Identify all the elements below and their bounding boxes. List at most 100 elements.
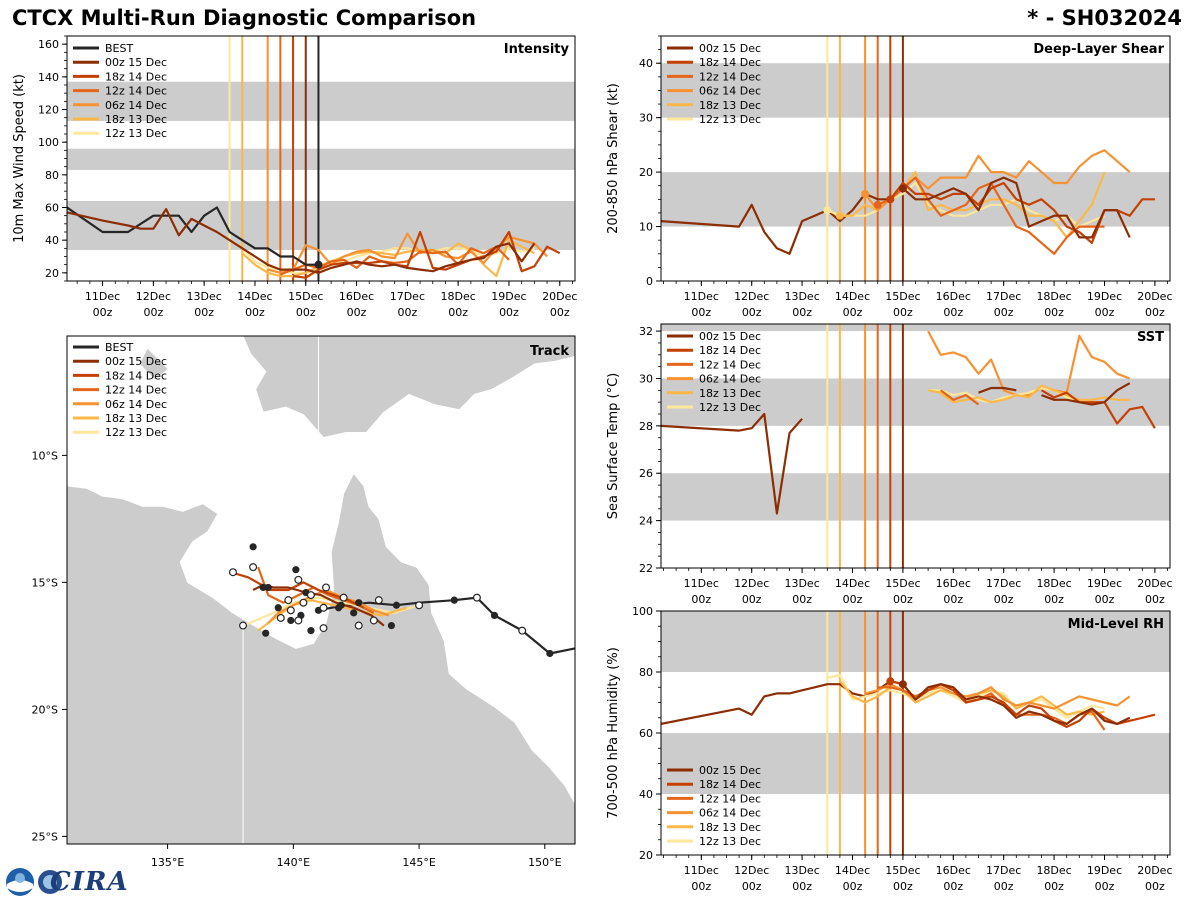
y-tick-label: 60 [45, 202, 59, 215]
init-point-12z-14-dec [873, 200, 882, 209]
series-line-18z-14-dec [890, 680, 1156, 729]
series-line-00z-15-dec [661, 412, 803, 515]
init-point-06z-14-dec [861, 189, 870, 198]
y-tick-label: 40 [45, 234, 59, 247]
legend-label: 12z 13 Dec [105, 127, 167, 140]
x-tick-sublabel: 00z [893, 880, 913, 893]
legend-label: 12z 13 Dec [105, 426, 167, 439]
x-tick-label: 16Dec [936, 864, 971, 877]
x-tick-sublabel: 00z [994, 306, 1014, 319]
series-line-00z-15-dec [902, 176, 1131, 239]
track-point-open [339, 593, 348, 602]
threshold-band [661, 611, 1170, 672]
legend-label: 12z 13 Dec [699, 401, 761, 414]
land-masses [67, 336, 575, 844]
x-tick-label: 15Dec [885, 864, 920, 877]
x-tick-label: 17Dec [986, 864, 1021, 877]
track-point-open [306, 591, 315, 600]
track-point-filled [392, 601, 401, 609]
x-tick-label: 12Dec [734, 864, 769, 877]
panel-title: SST [1137, 330, 1164, 345]
legend-item-18z-14-dec: 18z 14 Dec [73, 70, 167, 83]
x-tick-sublabel: 00z [1095, 306, 1115, 319]
y-tick-label: 60 [639, 727, 653, 740]
track-point-filled [292, 566, 300, 574]
page-title: CTCX Multi-Run Diagnostic Comparison [12, 6, 477, 30]
legend-label: 18z 14 Dec [699, 778, 761, 791]
x-tick-sublabel: 00z [943, 880, 963, 893]
legend-label: 18z 13 Dec [105, 412, 167, 425]
lon-tick-label: 145°E [402, 856, 435, 869]
legend-label: BEST [105, 42, 133, 55]
x-tick-sublabel: 00z [143, 306, 163, 319]
legend-label: 12z 14 Dec [699, 792, 761, 805]
panel-title: Mid-Level RH [1068, 617, 1164, 632]
y-axis-label: 200-850 hPa Shear (kt) [606, 83, 621, 234]
series-line-18z-13-dec [839, 680, 1105, 716]
track-point-open [294, 616, 303, 625]
series-line-best [67, 206, 319, 266]
series-line-00z-15-dec [902, 683, 1131, 726]
y-tick-label: 32 [639, 325, 653, 338]
x-tick-sublabel: 00z [792, 593, 812, 606]
x-tick-sublabel: 00z [499, 306, 519, 319]
legend-item-00z-15-dec: 00z 15 Dec [667, 42, 761, 55]
init-point-best [314, 260, 323, 269]
legend-item-18z-14-dec: 18z 14 Dec [667, 344, 761, 357]
x-tick-label: 12Dec [136, 290, 171, 303]
x-tick-sublabel: 00z [448, 306, 468, 319]
x-tick-label: 18Dec [1036, 577, 1071, 590]
legend-item-best: BEST [73, 42, 133, 55]
x-tick-label: 13Dec [784, 577, 819, 590]
lat-tick-label: 10°S [32, 449, 58, 462]
x-tick-sublabel: 00z [843, 593, 863, 606]
track-point-filled [249, 543, 257, 551]
x-tick-sublabel: 00z [194, 306, 214, 319]
x-tick-label: 11Dec [85, 290, 120, 303]
y-tick-label: 0 [646, 275, 653, 288]
x-tick-sublabel: 00z [994, 593, 1014, 606]
x-tick-label: 14Dec [237, 290, 272, 303]
x-tick-sublabel: 00z [792, 880, 812, 893]
legend-label: 00z 15 Dec [105, 56, 167, 69]
shear-panel: 0 10 20 30 40 11Dec 00z 12Dec 00z 13Dec 00z 14Dec 00… [606, 35, 1173, 319]
x-tick-label: 20Dec [1137, 577, 1172, 590]
legend-label: BEST [105, 341, 133, 354]
storm-id: * - SH032024 [1027, 6, 1182, 30]
x-tick-sublabel: 00z [1044, 880, 1064, 893]
legend-label: 06z 14 Dec [105, 398, 167, 411]
y-tick-label: 30 [639, 372, 653, 385]
noaa-logo-icon [6, 868, 62, 896]
legend-label: 18z 13 Dec [105, 113, 167, 126]
y-tick-label: 100 [632, 605, 653, 618]
series-line-00z-15-dec [978, 386, 1017, 394]
legend-item-12z-14-dec: 12z 14 Dec [667, 70, 761, 83]
x-tick-label: 18Dec [1036, 864, 1071, 877]
x-tick-sublabel: 00z [1095, 593, 1115, 606]
legend-label: 00z 15 Dec [699, 42, 761, 55]
y-tick-label: 100 [38, 136, 59, 149]
init-point-12z-13-dec [823, 206, 832, 215]
intensity-panel: 20 40 60 80 100 120 140 160 11Dec 00z 12Dec 00z 13De… [12, 35, 577, 319]
y-axis-label: Sea Surface Temp (°C) [606, 373, 621, 520]
x-tick-label: 16Dec [936, 290, 971, 303]
track-point-open [319, 624, 328, 633]
legend-label: 00z 15 Dec [699, 764, 761, 777]
x-tick-sublabel: 00z [843, 306, 863, 319]
x-tick-label: 20Dec [1137, 864, 1172, 877]
track-point-filled [387, 621, 396, 630]
x-tick-label: 16Dec [936, 577, 971, 590]
legend-label: 12z 13 Dec [699, 113, 761, 126]
legend-item-18z-13-dec: 18z 13 Dec [667, 821, 761, 834]
track-point-filled [450, 596, 458, 604]
legend-label: 12z 14 Dec [699, 70, 761, 83]
x-tick-sublabel: 00z [1145, 306, 1165, 319]
x-tick-label: 16Dec [339, 290, 374, 303]
series-line-00z-15-dec [305, 242, 536, 274]
track-point-open [286, 606, 295, 615]
lat-tick-label: 25°S [32, 830, 58, 843]
island [139, 348, 168, 380]
panel-title: Intensity [504, 42, 570, 57]
x-tick-label: 20Dec [1137, 290, 1172, 303]
x-tick-label: 19Dec [1087, 864, 1122, 877]
